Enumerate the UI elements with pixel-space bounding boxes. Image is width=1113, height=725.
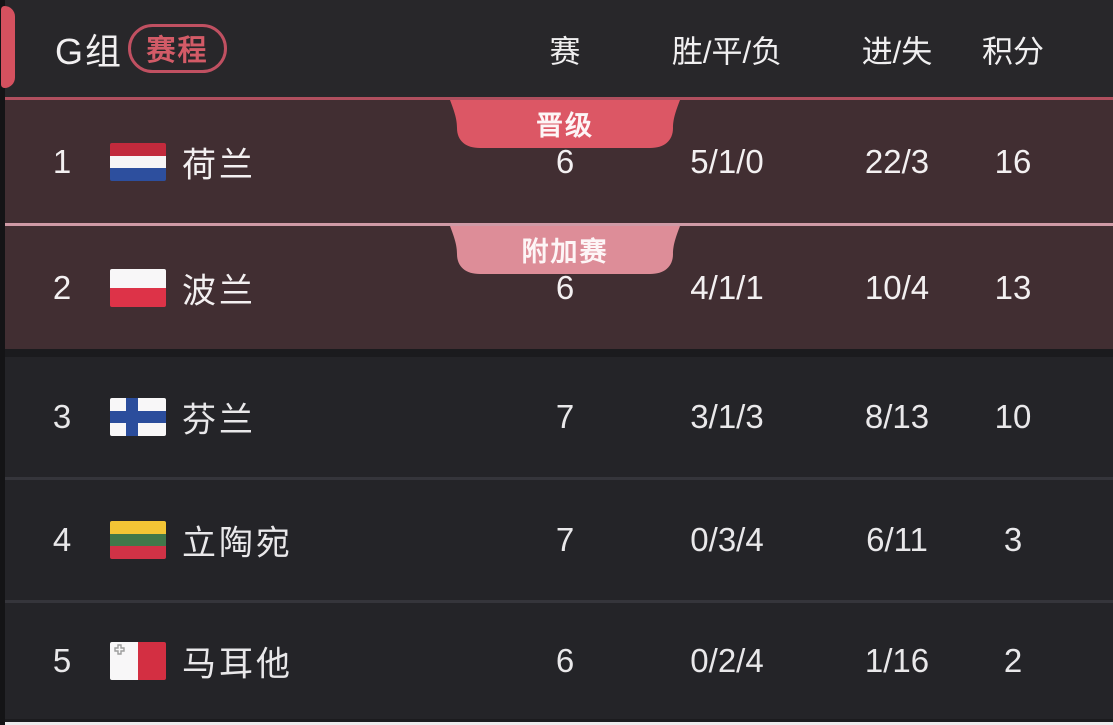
team-name: 荷兰: [182, 146, 256, 184]
left-edge-strip: [0, 0, 5, 725]
win-draw-loss: 3/1/3: [690, 398, 764, 435]
row-separator: [0, 223, 1113, 226]
rank: 1: [52, 142, 72, 180]
playoff-badge: 附加赛: [450, 226, 680, 274]
badge-label: 晋级: [536, 110, 594, 141]
promotion-badge: 晋级: [450, 100, 680, 148]
flag-finland-icon: [110, 398, 166, 436]
goals-for-against: 1/16: [864, 642, 930, 679]
team-name: 马耳他: [182, 645, 293, 684]
goals-for-against: 10/4: [864, 268, 930, 306]
badge-shape: [450, 226, 680, 274]
rank: 5: [52, 642, 72, 679]
header-separator: [0, 97, 1113, 100]
goals-for-against: 6/11: [866, 521, 928, 558]
row-separator: [0, 477, 1113, 480]
matches-played: 6: [555, 268, 575, 306]
goals-for-against: 22/3: [864, 142, 930, 180]
win-draw-loss: 4/1/1: [690, 268, 764, 306]
flag-malta-icon: [110, 642, 166, 680]
table-row-malta[interactable]: 5 马耳他 6 0/2/4 1/16 2: [0, 603, 1113, 719]
goals-for-against: 8/13: [864, 398, 930, 435]
group-title: G组: [55, 30, 124, 72]
team-name: 芬兰: [182, 401, 256, 440]
column-header-points: 积分: [982, 34, 1044, 69]
flag-poland-icon: [110, 268, 166, 307]
table-row-netherlands[interactable]: 晋级 1 荷兰 6 5/1/0 22/3 16: [0, 100, 1113, 223]
points: 3: [1003, 521, 1023, 558]
badge-shape: [450, 100, 680, 148]
bottom-edge-strip: [0, 722, 1113, 725]
column-header-played: 赛: [549, 34, 581, 69]
table-header: G组 赛程 赛 胜/平/负 进/失 积分: [0, 0, 1113, 97]
points: 10: [994, 398, 1032, 435]
team-name: 立陶宛: [182, 524, 293, 563]
win-draw-loss: 0/2/4: [690, 642, 764, 679]
points: 13: [994, 268, 1032, 306]
points: 2: [1003, 642, 1023, 679]
column-header-goals: 进/失: [861, 34, 933, 69]
rank: 3: [52, 398, 72, 435]
win-draw-loss: 5/1/0: [690, 142, 764, 180]
column-header-wdl: 胜/平/负: [671, 34, 783, 69]
rank: 4: [52, 521, 72, 558]
bottom-gap: [0, 719, 1113, 722]
points: 16: [994, 142, 1032, 180]
row-separator: [0, 600, 1113, 603]
matches-played: 7: [555, 521, 575, 558]
table-row-lithuania[interactable]: 4 立陶宛 7 0/3/4 6/11 3: [0, 480, 1113, 600]
table-row-finland[interactable]: 3 芬兰 7 3/1/3 8/13 10: [0, 357, 1113, 477]
table-row-poland[interactable]: 附加赛 2 波兰 6 4/1/1 10/4 13: [0, 226, 1113, 349]
section-gap: [0, 349, 1113, 357]
schedule-button[interactable]: 赛程: [128, 24, 227, 73]
matches-played: 6: [555, 642, 575, 679]
win-draw-loss: 0/3/4: [690, 521, 764, 558]
group-indicator-pill: [1, 6, 15, 88]
flag-lithuania-icon: [110, 521, 166, 559]
rank: 2: [52, 268, 72, 306]
flag-netherlands-icon: [110, 142, 166, 181]
badge-label: 附加赛: [521, 236, 609, 267]
team-name: 波兰: [182, 272, 256, 310]
matches-played: 6: [555, 142, 575, 180]
matches-played: 7: [555, 398, 575, 435]
